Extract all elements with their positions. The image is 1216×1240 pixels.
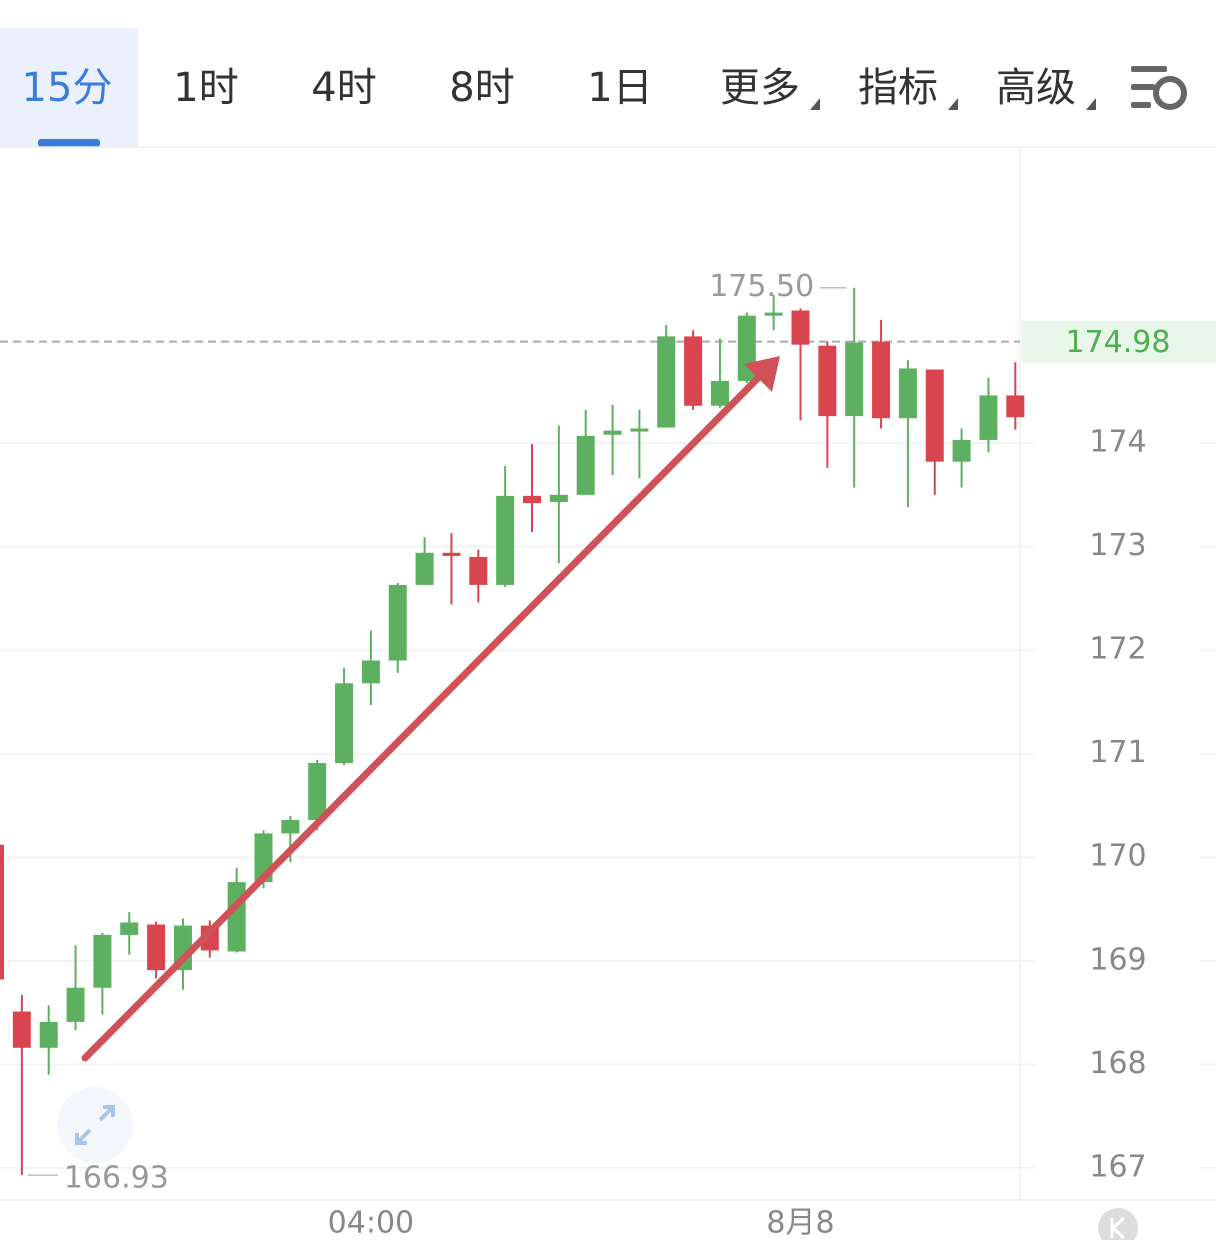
tab[interactable]: 更多 (720, 65, 800, 111)
tab[interactable]: 4时 (311, 65, 376, 111)
y-tick-label: 168 (1089, 1046, 1146, 1081)
candle-body (496, 495, 515, 585)
candle-body (710, 380, 729, 406)
candle-body (845, 342, 864, 417)
trend-arrow (81, 356, 780, 1062)
x-tick-label: 8月8 (766, 1206, 834, 1240)
candle-body (93, 934, 112, 988)
dropdown-marker (810, 98, 820, 110)
candle-body (415, 552, 434, 585)
candle-body (630, 428, 649, 432)
candle-body (764, 312, 783, 316)
candle-body (952, 439, 971, 462)
candle-body (979, 395, 998, 440)
settings-icon[interactable] (1131, 66, 1187, 110)
y-tick-label: 172 (1089, 632, 1146, 667)
tab[interactable]: 15分 (22, 65, 113, 111)
candle-body (0, 844, 4, 980)
tab[interactable]: 高级 (996, 65, 1076, 111)
expand-button[interactable] (57, 1087, 133, 1163)
candle-body (791, 310, 810, 345)
candle-body (281, 819, 300, 834)
x-tick-label: 04:00 (328, 1206, 414, 1240)
low-label: 166.93 (64, 1161, 169, 1196)
y-tick-label: 170 (1089, 839, 1146, 874)
high-label: 175.50 (709, 269, 814, 304)
y-tick-label: 171 (1089, 735, 1146, 770)
active-tab-indicator (38, 139, 100, 147)
tab[interactable]: 1日 (587, 65, 652, 111)
candle-body (120, 922, 139, 935)
y-tick-label: 167 (1089, 1149, 1146, 1184)
candle-body (684, 336, 703, 406)
candle-body (898, 368, 917, 419)
candle-body (549, 494, 568, 503)
candle-body (361, 660, 380, 684)
candle-body (523, 495, 541, 504)
candle-body (1006, 395, 1025, 418)
last-price-label: 174.98 (1066, 325, 1171, 360)
dropdown-marker (1086, 98, 1096, 110)
candle-body (925, 369, 944, 462)
candle-body (388, 584, 407, 661)
y-tick-label: 173 (1089, 528, 1146, 563)
candle-body (227, 882, 246, 952)
candle-body (66, 987, 85, 1022)
tab[interactable]: 1时 (173, 65, 238, 111)
tab[interactable]: 指标 (858, 65, 938, 111)
candle-body (12, 1011, 31, 1048)
last-price-box (1022, 320, 1216, 363)
candle-body (657, 336, 676, 428)
candle-body (308, 763, 327, 820)
candle-body (818, 345, 837, 417)
tab[interactable]: 8时 (449, 65, 514, 111)
candle-body (469, 556, 488, 585)
y-tick-label: 174 (1089, 425, 1146, 460)
active-tab-bg (0, 28, 138, 147)
y-tick-label: 169 (1089, 942, 1146, 977)
candle-body (872, 341, 891, 419)
candle-body (442, 552, 461, 556)
candle-body (39, 1021, 58, 1048)
k-icon[interactable] (1098, 1208, 1138, 1240)
candle-body (576, 435, 595, 495)
candle-body (147, 924, 166, 971)
candle-body (335, 683, 354, 764)
candle-body (603, 430, 622, 435)
dropdown-marker (948, 98, 958, 110)
